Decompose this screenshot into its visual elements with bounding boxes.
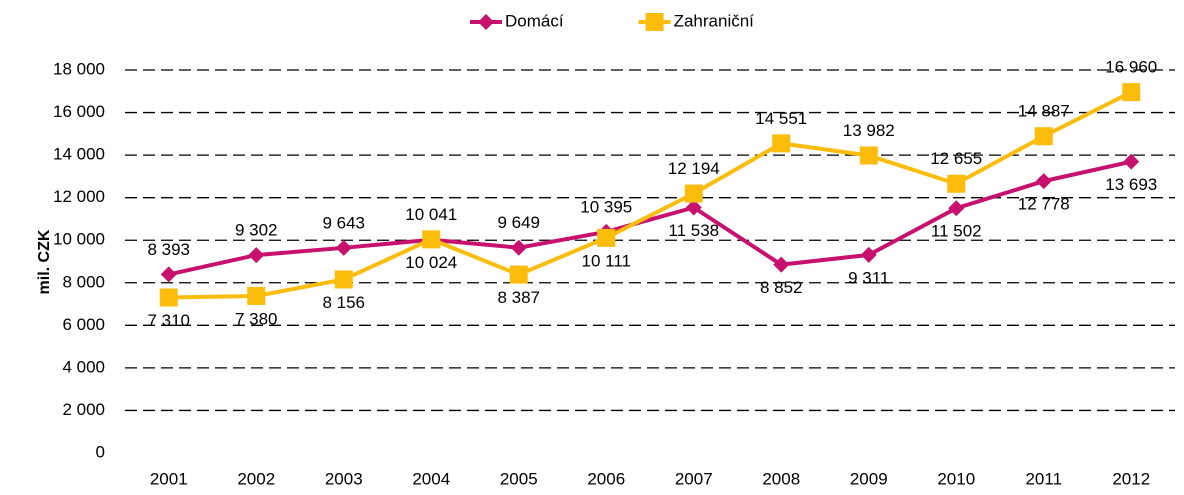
x-tick-label: 2009	[850, 469, 888, 488]
series-line	[168, 90, 1133, 300]
point	[772, 134, 791, 153]
data-label: 10 395	[580, 197, 632, 216]
y-tick-label: 18 000	[53, 59, 105, 78]
data-label: 12 194	[668, 159, 720, 178]
x-tick-label: 2001	[150, 469, 188, 488]
legend-marker	[645, 13, 664, 31]
x-tick-label: 2011	[1025, 469, 1062, 488]
y-tick-label: 12 000	[53, 187, 105, 206]
point	[509, 265, 528, 284]
x-tick-label: 2007	[675, 469, 713, 488]
point	[947, 174, 966, 193]
data-label: 12 778	[1018, 195, 1070, 214]
point	[684, 184, 703, 203]
data-label: 7 310	[147, 311, 190, 330]
data-label: 12 655	[930, 149, 982, 168]
data-label: 11 502	[931, 222, 982, 241]
point	[159, 288, 178, 307]
x-tick-label: 2012	[1112, 469, 1150, 488]
point	[1035, 173, 1052, 190]
y-tick-label: 8 000	[62, 272, 105, 291]
x-tick-label: 2002	[237, 469, 275, 488]
y-tick-label: 4 000	[62, 357, 105, 376]
data-label: 9 643	[322, 213, 365, 232]
y-tick-label: 6 000	[62, 315, 105, 334]
point	[597, 228, 616, 247]
data-label: 14 887	[1018, 102, 1070, 121]
data-label: 11 538	[668, 221, 719, 240]
point	[335, 239, 352, 256]
series-line	[168, 159, 1132, 277]
point	[1123, 153, 1140, 170]
y-tick-label: 10 000	[53, 230, 105, 249]
legend-label: Domácí	[505, 11, 564, 30]
data-label: 10 041	[405, 205, 457, 224]
data-label: 10 024	[405, 253, 457, 272]
point	[773, 256, 790, 273]
x-tick-label: 2006	[587, 469, 625, 488]
y-tick-label: 14 000	[53, 145, 105, 164]
point	[248, 247, 265, 264]
data-label: 8 156	[322, 293, 365, 312]
legend-label: Zahraniční	[674, 11, 755, 30]
point	[859, 146, 878, 165]
point	[860, 246, 877, 263]
y-axis-label: mil. CZK	[36, 229, 53, 294]
point	[1034, 127, 1053, 146]
legend-marker	[478, 14, 494, 30]
y-tick-label: 0	[96, 442, 105, 461]
data-label: 14 551	[755, 109, 807, 128]
data-label: 9 311	[848, 268, 889, 287]
data-label: 13 982	[843, 121, 895, 140]
data-label: 16 960	[1105, 58, 1157, 77]
point	[685, 199, 702, 216]
point	[948, 200, 965, 217]
data-label: 13 693	[1105, 175, 1157, 194]
x-tick-label: 2003	[325, 469, 363, 488]
y-tick-label: 2 000	[62, 400, 105, 419]
data-label: 10 111	[582, 251, 631, 270]
point	[422, 230, 441, 249]
x-tick-label: 2005	[500, 469, 538, 488]
point	[247, 286, 266, 305]
x-tick-label: 2010	[937, 469, 975, 488]
data-label: 8 393	[147, 240, 190, 259]
data-label: 9 649	[497, 213, 540, 232]
point	[1122, 83, 1141, 102]
x-tick-label: 2004	[412, 469, 450, 488]
y-tick-label: 16 000	[53, 102, 105, 121]
data-label: 8 852	[760, 278, 803, 297]
data-label: 9 302	[235, 221, 278, 240]
point	[160, 266, 177, 283]
x-tick-label: 2008	[762, 469, 800, 488]
data-label: 7 380	[235, 309, 278, 328]
point	[510, 239, 527, 256]
data-label: 8 387	[497, 288, 540, 307]
point	[334, 270, 353, 289]
